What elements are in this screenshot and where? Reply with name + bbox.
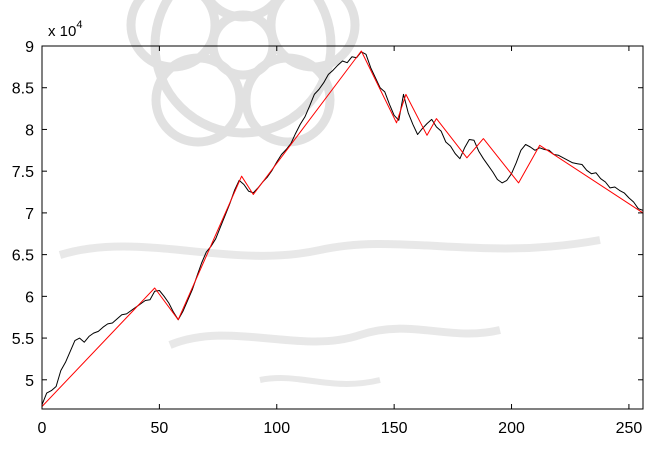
x-tick-label: 100 [263, 420, 290, 437]
series-line-red [41, 50, 644, 407]
y-tick-label: 7.5 [12, 164, 34, 181]
y-tick-label: 7 [25, 206, 34, 223]
y-tick-label: 8.5 [12, 81, 34, 98]
x-tick-label: 200 [498, 420, 525, 437]
x-tick-label: 50 [150, 420, 168, 437]
y-tick-label: 9 [25, 39, 34, 56]
series-layer [41, 50, 644, 407]
watermark-logo [58, 0, 601, 387]
plot-frame [41, 45, 644, 410]
y-tick-label: 8 [25, 122, 34, 139]
x-tick-label: 0 [38, 420, 47, 437]
y-exponent-label: x 104 [48, 19, 82, 40]
y-tick-label: 6 [25, 289, 34, 306]
x-axis: 0 50 100 150 200 250 [38, 46, 643, 437]
y-tick-label: 6.5 [12, 248, 34, 265]
y-tick-label: 5.5 [12, 331, 34, 348]
y-axis: 5 5.5 6 6.5 7 7.5 8 8.5 9 [12, 39, 643, 390]
series-line-black [41, 51, 644, 405]
x-tick-label: 150 [381, 420, 408, 437]
x-tick-label: 250 [616, 420, 643, 437]
y-tick-label: 5 [25, 373, 34, 390]
